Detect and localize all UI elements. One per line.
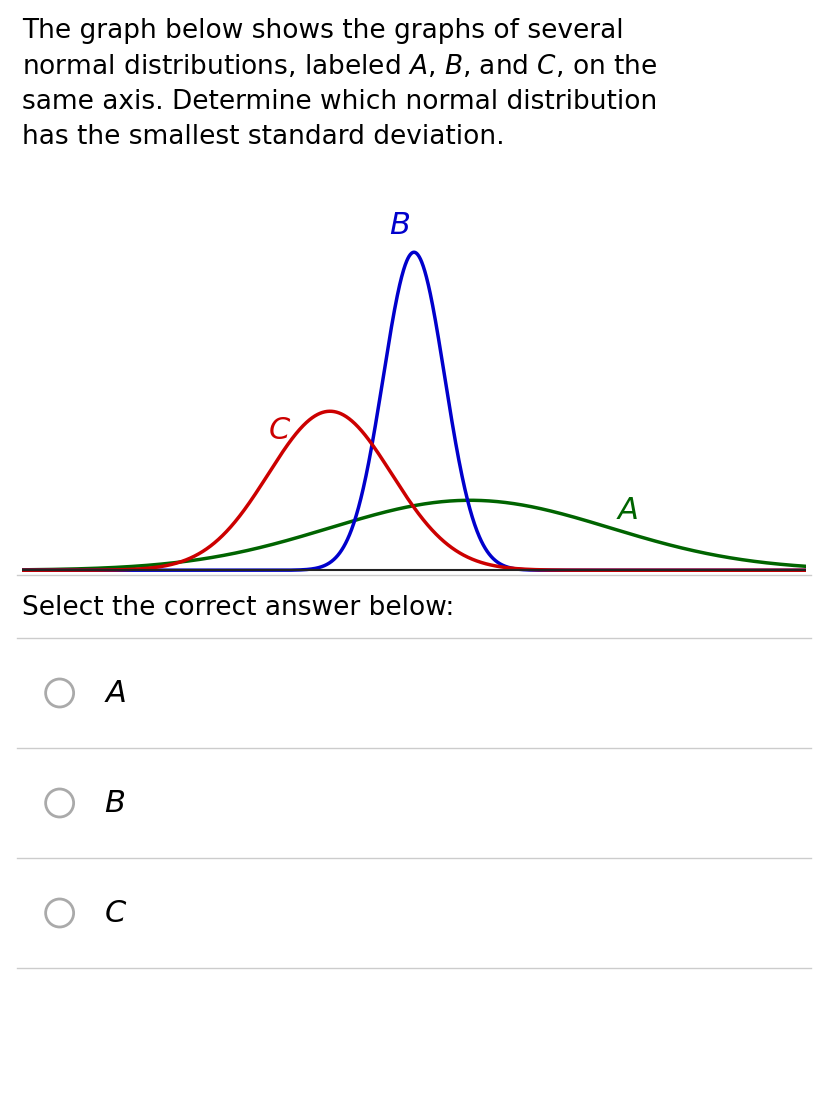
Text: $\mathit{B}$: $\mathit{B}$ [104,789,125,818]
Text: $\mathit{A}$: $\mathit{A}$ [104,679,127,707]
Text: The graph below shows the graphs of several
normal distributions, labeled $A$, $: The graph below shows the graphs of seve… [22,18,657,151]
Text: $A$: $A$ [614,496,638,526]
Text: $C$: $C$ [268,415,291,445]
Text: $B$: $B$ [389,210,410,239]
Text: Select the correct answer below:: Select the correct answer below: [22,595,454,622]
Text: $\mathit{C}$: $\mathit{C}$ [104,898,127,928]
